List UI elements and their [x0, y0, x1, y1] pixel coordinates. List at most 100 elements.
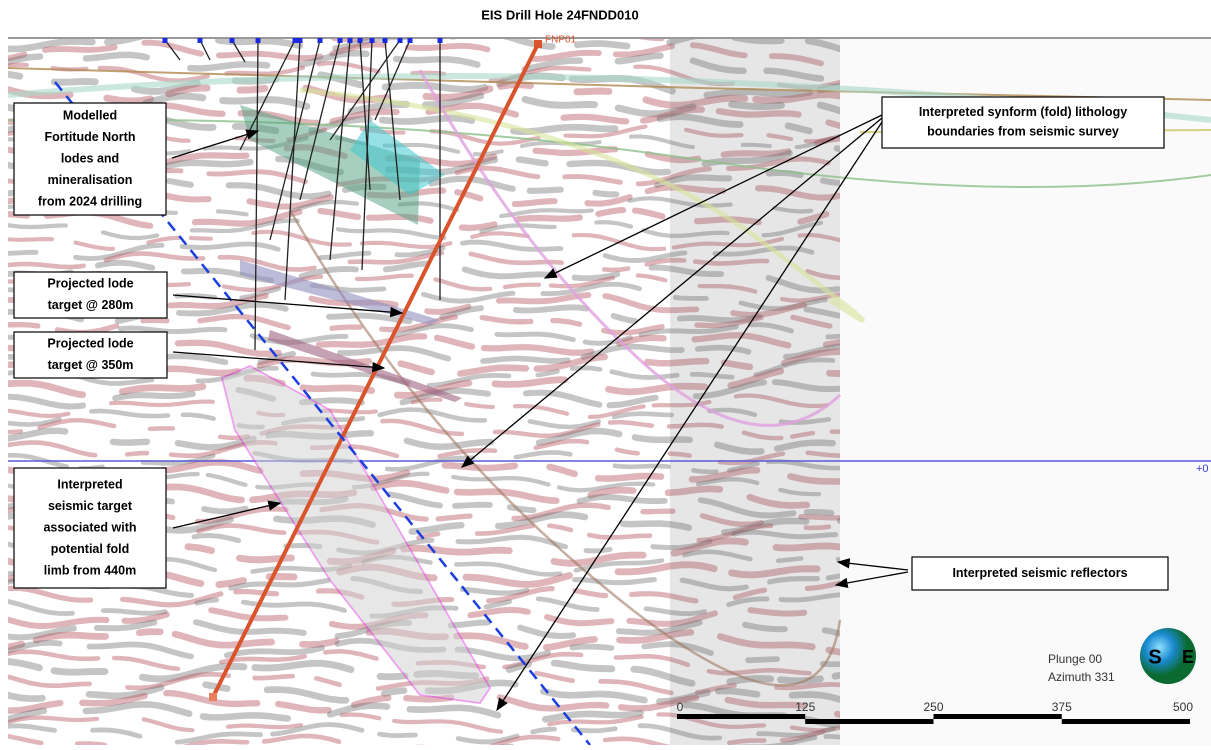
reflector — [8, 458, 840, 485]
scale-segment — [1061, 719, 1190, 724]
arrow — [171, 129, 260, 159]
compass-label: S — [1148, 646, 1161, 668]
lode — [350, 120, 445, 195]
reflector — [8, 407, 840, 430]
hole-label: FNP01 — [545, 35, 577, 46]
reflector — [8, 471, 840, 497]
collar — [337, 38, 343, 43]
arrow — [172, 500, 282, 529]
callout-text: Interpreted — [57, 477, 122, 491]
boundary — [7, 118, 1211, 188]
arrow — [172, 294, 404, 318]
callout-box — [911, 556, 1169, 591]
callout-text: lodes and — [61, 151, 119, 165]
collar — [292, 38, 298, 43]
arrow — [496, 121, 883, 712]
reflector — [8, 722, 840, 745]
callout-box — [13, 331, 168, 379]
scale-label: 375 — [1052, 700, 1072, 714]
scale-segment — [677, 714, 806, 719]
reflector — [8, 229, 840, 252]
title: EIS Drill Hole 24FNDD010 — [481, 7, 639, 22]
reflector — [8, 81, 840, 109]
arrow — [543, 114, 883, 279]
reflector — [8, 616, 840, 641]
collar — [229, 38, 235, 43]
callout-text: Interpreted seismic reflectors — [952, 566, 1127, 580]
drill-hole — [164, 39, 181, 61]
callout-text: limb from 440m — [44, 563, 136, 577]
drill-hole — [231, 39, 246, 63]
reflector — [8, 701, 840, 729]
reflector — [8, 332, 840, 357]
scale-segment — [933, 714, 1062, 719]
collar — [347, 38, 353, 43]
collar — [407, 38, 413, 43]
callout-text: potential fold — [51, 542, 129, 556]
drill-hole — [359, 39, 371, 191]
compass-label: E — [1182, 647, 1194, 667]
reflector — [8, 50, 840, 82]
callout-text: mineralisation — [48, 173, 133, 187]
reflector — [8, 378, 840, 410]
drill-hole — [329, 39, 401, 141]
callout-box — [13, 102, 167, 216]
callout-text: Projected lode — [47, 277, 133, 291]
drill-hole — [361, 39, 373, 271]
callout-text: target @ 350m — [48, 358, 134, 372]
drill-hole — [329, 39, 351, 261]
collar — [437, 38, 443, 43]
collar — [397, 38, 403, 43]
scale-bar: 0 125 250 375 500 — [677, 700, 1193, 724]
collar — [297, 38, 303, 43]
reflector — [8, 313, 840, 336]
blank-area — [840, 38, 1211, 745]
collar — [255, 38, 261, 43]
reflector — [8, 135, 840, 168]
arrow — [834, 571, 909, 589]
reflector — [8, 39, 840, 71]
reflector — [8, 218, 840, 241]
shade — [670, 38, 840, 745]
callout-box — [881, 96, 1165, 149]
reflector — [8, 438, 840, 466]
reflector — [8, 239, 840, 263]
callout-text: Interpreted synform (fold) lithology — [919, 105, 1127, 119]
collar — [357, 38, 363, 43]
drill-hole — [199, 39, 211, 61]
callout-text: boundaries from seismic survey — [927, 124, 1119, 138]
reflector — [8, 343, 840, 367]
reflector — [8, 712, 840, 734]
hole-end — [209, 693, 217, 701]
lode — [240, 105, 420, 225]
callout-text: Projected lode — [47, 337, 133, 351]
reflector — [8, 322, 840, 346]
drill-holes — [162, 38, 443, 351]
collar — [317, 38, 323, 43]
callout-text: from 2024 drilling — [38, 194, 142, 208]
arrow — [836, 558, 909, 571]
reflector — [8, 393, 840, 420]
drill-hole — [299, 39, 341, 201]
scale-label: 125 — [795, 700, 815, 714]
collar — [369, 38, 375, 43]
compass-globe — [1140, 628, 1196, 684]
callout-text: Fortitude North — [45, 130, 136, 144]
scale-segment — [805, 719, 934, 724]
drill-hole — [284, 39, 301, 301]
reflector — [8, 259, 840, 294]
callout-text: associated with — [43, 520, 136, 534]
drill-hole — [254, 39, 259, 351]
reflector — [8, 449, 840, 475]
collar — [382, 38, 388, 43]
azimuth: Azimuth 331 — [1048, 670, 1115, 684]
reflector — [8, 427, 840, 455]
callout-text: seismic target — [48, 499, 133, 513]
drill-hole — [384, 39, 401, 201]
plunge: Plunge 00 — [1048, 652, 1102, 666]
elevation-label: +0 — [1196, 463, 1209, 475]
boundary — [288, 209, 842, 687]
callout-box — [13, 271, 168, 319]
reflector — [8, 689, 840, 719]
